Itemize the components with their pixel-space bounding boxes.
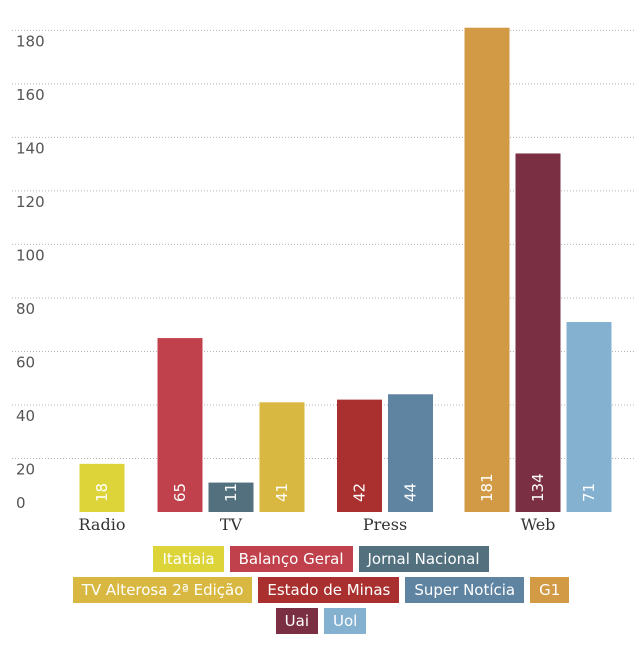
bar-value-label: 134: [529, 473, 547, 502]
bar: [464, 27, 510, 513]
y-tick-label: 140: [16, 139, 45, 157]
legend-row: Itatiaia Balanço Geral Jornal Nacional: [0, 546, 642, 572]
bar-value-label: 11: [222, 483, 240, 502]
y-tick-label: 40: [16, 407, 35, 425]
y-axis-ticks: 0 20 40 60 80 100 120 140 160 180: [16, 32, 45, 512]
legend-row: Uai Uol: [0, 608, 642, 634]
bar: [388, 394, 433, 512]
x-axis-categories: Radio TV Press Web: [79, 515, 556, 534]
x-category-label: Radio: [79, 515, 126, 534]
y-tick-label: 0: [16, 494, 26, 512]
legend-item: Super Notícia: [405, 577, 525, 603]
bar: [79, 463, 125, 512]
x-category-label: Web: [521, 515, 556, 534]
legend: Itatiaia Balanço Geral Jornal Nacional TV A…: [0, 546, 642, 639]
bar: [337, 399, 382, 512]
x-category-label: TV: [220, 515, 243, 534]
legend-item: G1: [530, 577, 570, 603]
y-tick-label: 180: [16, 32, 45, 50]
legend-item: Balanço Geral: [229, 546, 353, 572]
bars: 18 65 11 41 42 44 181 134 71: [79, 27, 612, 513]
y-tick-label: 160: [16, 86, 45, 104]
legend-item: TV Alterosa 2ª Edição: [72, 577, 253, 603]
bar-value-label: 18: [93, 483, 111, 502]
bar-value-label: 71: [580, 483, 598, 502]
legend-item: Uol: [324, 608, 367, 634]
bar: [566, 322, 612, 512]
bar-value-label: 44: [402, 483, 420, 502]
bar: [157, 338, 203, 512]
bar-value-label: 181: [478, 473, 496, 502]
y-tick-label: 20: [16, 460, 35, 478]
bar: [259, 402, 305, 512]
legend-item: Estado de Minas: [258, 577, 400, 603]
legend-item: Itatiaia: [153, 546, 224, 572]
y-tick-label: 80: [16, 300, 35, 318]
legend-item: Jornal Nacional: [358, 546, 489, 572]
bar-value-label: 42: [351, 483, 369, 502]
y-tick-label: 60: [16, 353, 35, 371]
bar-value-label: 65: [171, 483, 189, 502]
y-tick-label: 120: [16, 193, 45, 211]
x-category-label: Press: [363, 515, 407, 534]
bar-value-label: 41: [273, 483, 291, 502]
bar-chart: 0 20 40 60 80 100 120 140 160 180 18 65 11 41 42 44 181…: [12, 27, 636, 534]
bar: [515, 153, 561, 512]
bar: [208, 482, 254, 512]
legend-item: Uai: [275, 608, 318, 634]
legend-row: TV Alterosa 2ª Edição Estado de Minas Supe…: [0, 577, 642, 603]
y-tick-label: 100: [16, 246, 45, 264]
